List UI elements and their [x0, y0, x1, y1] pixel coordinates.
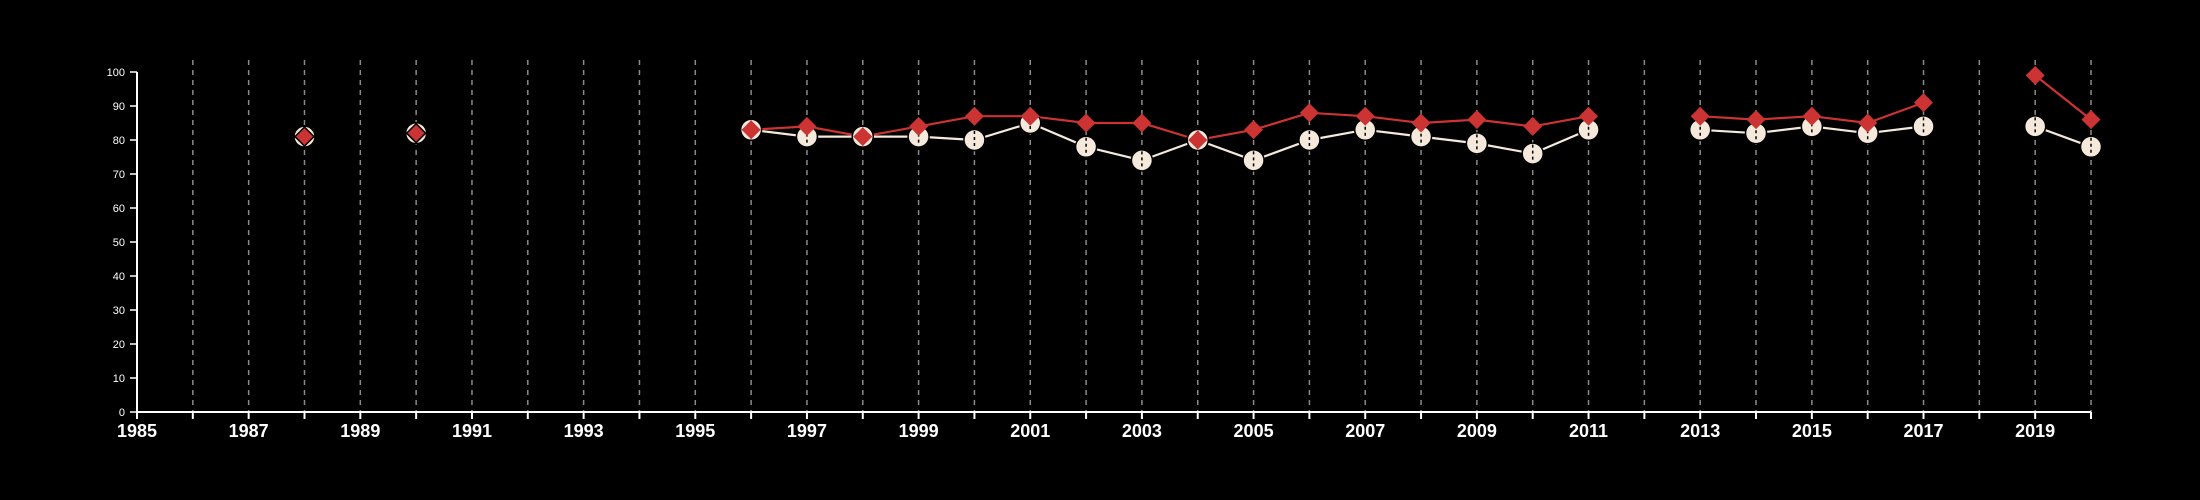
diamond-marker: [1802, 106, 1822, 126]
diamond-marker: [1188, 130, 1208, 150]
x-tick-label: 1987: [229, 421, 269, 441]
x-tick-label: 1995: [675, 421, 715, 441]
diamond-marker: [964, 106, 984, 126]
diamond-marker: [1523, 116, 1543, 136]
diamond-marker: [1858, 113, 1878, 133]
diamond-marker: [2025, 65, 2045, 85]
diamond-marker: [1132, 113, 1152, 133]
grid-lines: [192, 60, 2092, 412]
y-tick-label: 60: [113, 203, 125, 215]
y-tick-label: 40: [113, 271, 125, 283]
diamond-marker: [293, 126, 316, 148]
x-tick-label: 2005: [1234, 421, 1274, 441]
x-tick-label: 2011: [1569, 421, 1608, 441]
x-tick-label: 2009: [1457, 421, 1497, 441]
diamond-marker: [1020, 106, 1040, 126]
diamond-marker: [1467, 110, 1487, 130]
y-tick-label: 90: [113, 101, 125, 113]
y-tick-label: 0: [119, 407, 125, 419]
x-tick-label: 2015: [1792, 421, 1832, 441]
series-line: [751, 111, 1589, 142]
diamond-marker: [405, 122, 427, 144]
y-tick-label: 70: [113, 169, 125, 181]
x-tick-label: 1993: [564, 421, 604, 441]
diamond-marker: [1914, 93, 1934, 113]
x-tick-label: 2007: [1345, 421, 1385, 441]
data-markers: [293, 65, 2103, 172]
diamond-marker: [853, 127, 873, 147]
x-tick-label: 1997: [787, 421, 827, 441]
diamond-marker: [1076, 113, 1096, 133]
diamond-marker: [1746, 110, 1766, 130]
diamond-marker: [1411, 113, 1431, 133]
x-tick-label: 1985: [117, 421, 157, 441]
x-tick-label: 2001: [1010, 421, 1050, 441]
axes: 1985 1987 1989 1991 1993 1995 1997 1999 2001 2003…: [107, 67, 2092, 441]
x-tick-label: 2019: [2015, 421, 2055, 441]
x-tick-label: 2003: [1122, 421, 1162, 441]
series-line: [2034, 74, 2092, 121]
diamond-marker: [1244, 120, 1264, 140]
diamond-marker: [1299, 103, 1319, 123]
diamond-marker: [2081, 110, 2101, 130]
diamond-marker: [797, 116, 817, 136]
y-tick-label: 10: [113, 373, 125, 385]
y-tick-label: 100: [107, 67, 125, 79]
y-tick-label: 30: [113, 305, 125, 317]
x-tick-label: 1991: [452, 421, 492, 441]
diamond-marker: [741, 120, 761, 140]
y-tick-label: 50: [113, 237, 125, 249]
x-tick-label: 1989: [340, 421, 380, 441]
diamond-marker: [1690, 106, 1710, 126]
series-line: [750, 121, 1589, 162]
x-tick-label: 1999: [899, 421, 939, 441]
x-tick-label: 2013: [1680, 421, 1720, 441]
diamond-marker: [1579, 106, 1599, 126]
diamond-marker: [1355, 106, 1375, 126]
diamond-marker: [909, 116, 929, 136]
y-tick-label: 80: [113, 135, 125, 147]
y-tick-label: 20: [113, 339, 125, 351]
x-tick-label: 2017: [1903, 421, 1943, 441]
